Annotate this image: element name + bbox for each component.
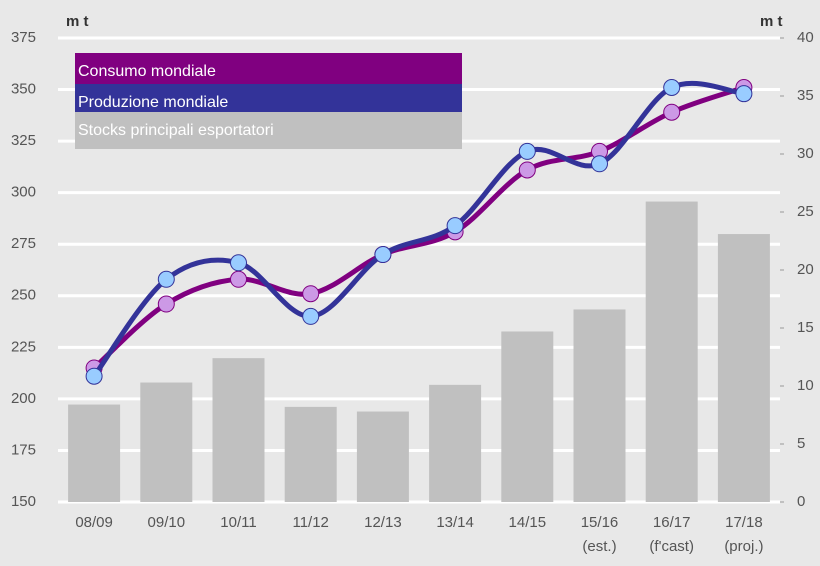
- y-tick-label: 325: [11, 132, 36, 149]
- bar: [645, 201, 698, 502]
- marker: [157, 270, 175, 288]
- legend-label: Stocks principali esportatori: [78, 122, 274, 139]
- legend-label: Consumo mondiale: [78, 63, 216, 80]
- bar: [573, 309, 626, 502]
- y-tick-label: 175: [11, 441, 36, 458]
- y2-tick-label: 35: [797, 87, 814, 104]
- marker: [518, 142, 536, 160]
- y-tick-label: 250: [11, 287, 36, 304]
- y2-tick-label: 25: [797, 203, 814, 220]
- marker: [302, 307, 320, 325]
- line: [92, 85, 745, 370]
- x-tick-label: 13/14: [436, 514, 474, 531]
- marker: [230, 270, 247, 288]
- marker: [446, 217, 464, 235]
- legend-label: Produzione mondiale: [78, 94, 228, 111]
- x-tick-label: 09/10: [148, 514, 186, 531]
- y-tick-label: 200: [11, 390, 36, 407]
- marker: [591, 155, 608, 173]
- bar: [140, 382, 193, 502]
- marker: [735, 85, 753, 103]
- y2-tick-label: 15: [797, 319, 814, 336]
- y2-tick-label: 20: [797, 261, 814, 278]
- marker: [663, 78, 681, 96]
- x-tick-label: 12/13: [364, 514, 402, 531]
- y-tick-label: 225: [11, 338, 36, 355]
- line: [92, 80, 745, 378]
- bar: [356, 411, 409, 502]
- legend-swatch: [75, 53, 462, 84]
- legend-swatch: [75, 84, 462, 112]
- bar: [284, 406, 337, 502]
- marker: [230, 254, 247, 272]
- bar: [429, 384, 482, 502]
- marker: [663, 103, 681, 121]
- marker: [85, 367, 103, 385]
- y2-tick-label: 5: [797, 435, 805, 452]
- y2-tick-label: 30: [797, 145, 814, 162]
- marker: [157, 295, 175, 313]
- x-tick-label: 16/17 (f'cast): [649, 514, 694, 555]
- x-tick-label: 08/09: [75, 514, 113, 531]
- y-tick-label: 300: [11, 184, 36, 201]
- bar: [501, 331, 554, 502]
- x-tick-label: 11/12: [292, 514, 328, 531]
- marker: [302, 285, 320, 303]
- x-tick-label: 14/15: [509, 514, 547, 531]
- y2-tick-label: 0: [797, 493, 805, 510]
- legend-swatch: [75, 112, 462, 149]
- y-unit-label: m t: [66, 13, 89, 30]
- y-tick-label: 375: [11, 29, 36, 46]
- x-tick-label: 10/11: [220, 514, 256, 531]
- marker: [518, 161, 536, 179]
- x-tick-label: 15/16 (est.): [581, 514, 619, 555]
- marker: [374, 246, 392, 264]
- x-tick-label: 17/18 (proj.): [724, 514, 763, 555]
- y-tick-label: 275: [11, 235, 36, 252]
- y2-tick-label: 10: [797, 377, 814, 394]
- y-tick-label: 150: [11, 493, 36, 510]
- y2-unit-label: m t: [760, 13, 783, 30]
- bar: [68, 404, 121, 502]
- y-tick-label: 350: [11, 81, 36, 98]
- y2-tick-label: 40: [797, 29, 814, 46]
- bar: [717, 234, 770, 503]
- bar: [212, 358, 265, 502]
